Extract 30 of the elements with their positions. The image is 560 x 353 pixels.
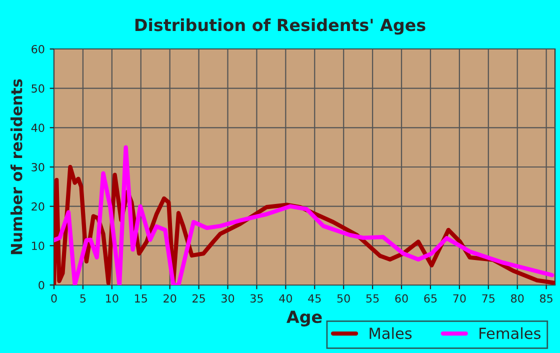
x-tick-label: 20: [164, 294, 176, 303]
x-tick-label: 5: [80, 294, 86, 303]
x-tick-label: 60: [395, 294, 408, 303]
y-tick-label: 60: [32, 44, 44, 54]
legend-label: Males: [370, 327, 412, 340]
y-tick-label: 50: [32, 84, 44, 93]
x-tick-label: 35: [250, 294, 263, 303]
x-tick-label: 10: [106, 294, 118, 303]
x-tick-label: 0: [51, 294, 57, 303]
x-tick-label: 45: [308, 294, 321, 303]
x-tick-label: 85: [540, 294, 552, 303]
x-tick-label: 50: [337, 294, 350, 303]
y-tick-label: 0: [38, 280, 44, 290]
x-tick-label: 15: [135, 294, 147, 303]
x-tick-label: 65: [424, 294, 437, 303]
y-axis-title: Number of residents: [10, 79, 22, 254]
x-tick-label: 70: [453, 294, 466, 303]
x-tick-label: 80: [511, 294, 524, 303]
x-tick-label: 75: [482, 294, 494, 303]
chart-title: Distribution of Residents' Ages: [135, 18, 426, 35]
y-tick-label: 20: [32, 202, 44, 211]
x-tick-label: 55: [366, 294, 379, 303]
x-tick-label: 30: [222, 294, 234, 303]
x-axis-title: Age: [286, 310, 322, 326]
x-tick-label: 40: [279, 294, 292, 303]
y-tick-label: 30: [32, 162, 44, 172]
x-tick-label: 25: [192, 294, 205, 303]
legend-label: Females: [480, 327, 541, 340]
y-tick-label: 40: [31, 124, 44, 132]
y-tick-label: 10: [32, 242, 44, 250]
